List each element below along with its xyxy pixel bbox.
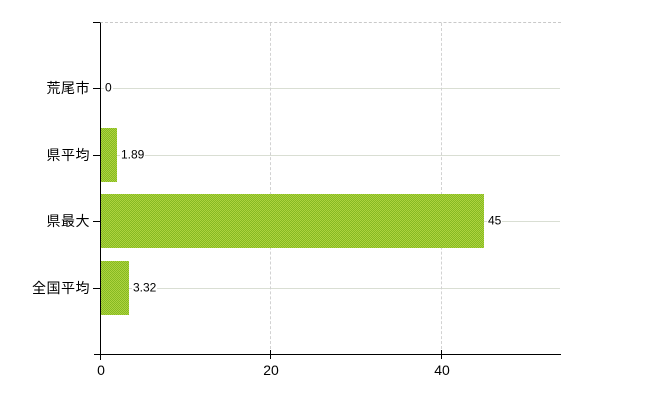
bar-value-label: 1.89 xyxy=(120,147,146,162)
bar-value-label: 0 xyxy=(104,80,113,95)
category-tick xyxy=(93,288,100,289)
bar xyxy=(101,128,117,182)
x-axis-tick-label: 40 xyxy=(434,362,450,378)
bar xyxy=(101,261,129,315)
category-label: 全国平均 xyxy=(32,280,90,296)
h-gridline xyxy=(101,88,560,89)
x-axis-tick xyxy=(270,350,271,359)
h-gridline xyxy=(101,155,560,156)
v-gridline xyxy=(441,23,442,354)
plot-area xyxy=(100,22,561,355)
bar-value-label: 3.32 xyxy=(132,280,158,295)
y-axis-top-tick xyxy=(93,22,100,23)
category-label: 荒尾市 xyxy=(46,80,90,96)
category-label: 県平均 xyxy=(46,147,90,163)
v-gridline xyxy=(270,23,271,354)
category-label: 県最大 xyxy=(46,213,90,229)
x-axis-tick-label: 0 xyxy=(97,362,105,378)
h-gridline xyxy=(101,288,560,289)
category-tick xyxy=(93,88,100,89)
x-axis-tick xyxy=(441,350,442,359)
bar-value-label: 45 xyxy=(487,213,503,228)
bar xyxy=(101,194,484,248)
x-axis-tick-label: 20 xyxy=(263,362,279,378)
y-axis-bottom-extension xyxy=(100,355,101,360)
x-axis-left-extension xyxy=(94,354,100,355)
category-tick xyxy=(93,221,100,222)
category-tick xyxy=(93,155,100,156)
